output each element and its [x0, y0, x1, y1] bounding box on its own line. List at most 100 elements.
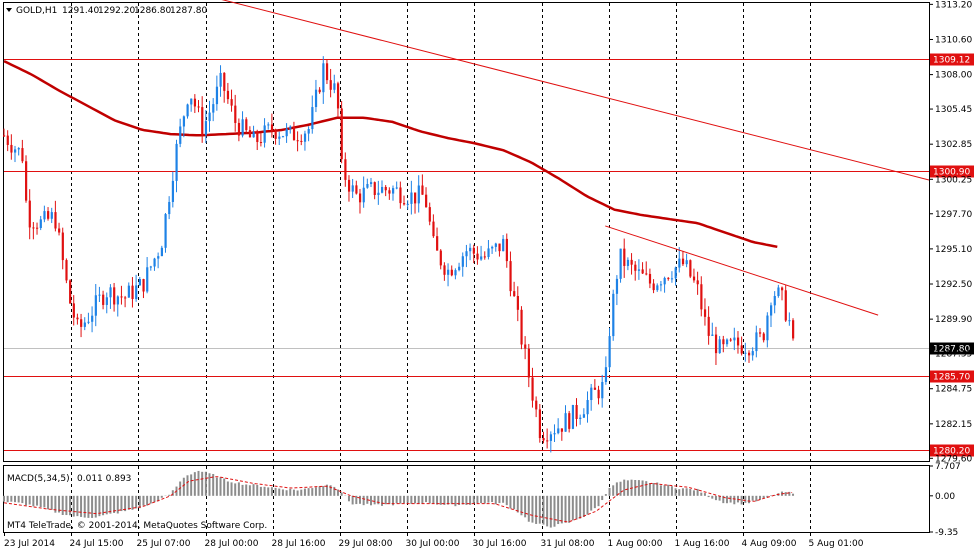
- candle-body: [296, 140, 299, 142]
- candle-body: [762, 333, 765, 341]
- candle-body: [604, 367, 608, 382]
- candle-body: [505, 238, 508, 262]
- candle-body: [777, 287, 780, 297]
- candle-body: [190, 98, 193, 105]
- candle-body: [175, 143, 178, 181]
- candle-body: [358, 193, 362, 203]
- x-tick-label: 25 Jul 07:00: [137, 539, 191, 549]
- level-price-label: 1280.20: [933, 447, 970, 457]
- candle-body: [120, 296, 123, 298]
- candle-body: [36, 227, 39, 229]
- candle-body: [252, 132, 255, 138]
- candle-body: [322, 63, 325, 93]
- candle-body: [76, 317, 79, 320]
- candle-body: [270, 124, 274, 131]
- candle-body: [502, 238, 505, 252]
- candle-body: [362, 187, 365, 203]
- candle-body: [39, 219, 42, 229]
- candle-body: [498, 243, 501, 252]
- candle-body: [648, 273, 652, 284]
- level-price-box: [930, 370, 974, 383]
- candle-body: [586, 400, 589, 415]
- candle-body: [314, 89, 318, 108]
- candle-body: [509, 261, 512, 292]
- candle-body: [663, 277, 666, 285]
- candle-body: [281, 136, 285, 138]
- x-tick-label: 1 Aug 00:00: [608, 539, 663, 549]
- candle-body: [105, 297, 108, 305]
- candle-body: [432, 221, 435, 237]
- candle-body: [549, 434, 553, 441]
- candle-body: [480, 256, 483, 260]
- candle-body: [72, 303, 75, 318]
- main-chart-frame[interactable]: [3, 2, 930, 462]
- candle-body: [369, 182, 373, 185]
- candle-body: [784, 290, 787, 321]
- trendline[interactable]: [605, 225, 879, 316]
- candle-body: [3, 135, 6, 137]
- candle-body: [685, 260, 688, 265]
- trendline[interactable]: [198, 0, 930, 181]
- candle-body: [168, 201, 171, 215]
- macd-label: MACD(5,34,5): [7, 474, 70, 484]
- y-tick-label: 1279.60: [935, 454, 972, 464]
- candle-body: [94, 295, 97, 316]
- y-tick-label: 1302.85: [935, 140, 972, 150]
- candle-body: [300, 140, 303, 142]
- candle-body: [25, 161, 28, 201]
- candle-body: [678, 258, 681, 268]
- candle-body: [208, 112, 211, 122]
- y-tick-label: 1292.50: [935, 280, 972, 290]
- candle-body: [307, 129, 310, 134]
- candle-body: [483, 256, 486, 258]
- candle-body: [395, 187, 398, 189]
- candle-body: [582, 414, 586, 418]
- candle-body: [223, 72, 226, 91]
- candle-body: [179, 126, 182, 144]
- candle-body: [626, 259, 630, 266]
- candle-body: [373, 182, 376, 195]
- candle-body: [164, 214, 167, 248]
- candle-body: [692, 276, 696, 281]
- candle-body: [212, 104, 215, 113]
- candle-body: [619, 248, 622, 279]
- candle-body: [325, 63, 329, 81]
- candle-body: [204, 121, 208, 135]
- candle-body: [421, 185, 424, 195]
- candle-body: [560, 428, 564, 432]
- candle-body: [564, 413, 567, 432]
- candle-body: [219, 72, 222, 87]
- candle-body: [263, 125, 266, 143]
- level-price-label: 1309.12: [933, 56, 970, 66]
- level-price-label: 1300.90: [933, 168, 970, 178]
- level-price-box: [930, 444, 974, 457]
- candle-body: [703, 309, 707, 317]
- candle-body: [634, 264, 637, 271]
- candle-body: [674, 267, 677, 279]
- candle-body: [21, 148, 24, 162]
- x-tick-label: 1 Aug 16:00: [675, 539, 730, 549]
- candle-body: [557, 428, 560, 434]
- candle-body: [91, 315, 94, 322]
- candle-body: [153, 258, 156, 267]
- candle-body: [711, 334, 714, 336]
- x-tick-label: 5 Aug 01:00: [809, 539, 864, 549]
- x-tick-label: 28 Jul 16:00: [272, 539, 326, 549]
- y-tick-label: 1313.20: [935, 0, 972, 10]
- candle-body: [531, 377, 534, 401]
- candle-body: [667, 277, 670, 279]
- candle-body: [714, 334, 718, 354]
- candle-body: [87, 321, 90, 323]
- candle-body: [399, 187, 402, 204]
- candle-body: [61, 232, 64, 261]
- candle-body: [392, 188, 395, 194]
- y-tick-label: 1308.00: [935, 71, 972, 81]
- candle-body: [487, 248, 490, 257]
- dropdown-triangle-icon[interactable]: [6, 8, 12, 12]
- candle-body: [469, 247, 472, 252]
- candle-body: [538, 409, 542, 439]
- candle-body: [747, 352, 751, 356]
- candle-body: [65, 260, 68, 281]
- candle-body: [425, 194, 428, 208]
